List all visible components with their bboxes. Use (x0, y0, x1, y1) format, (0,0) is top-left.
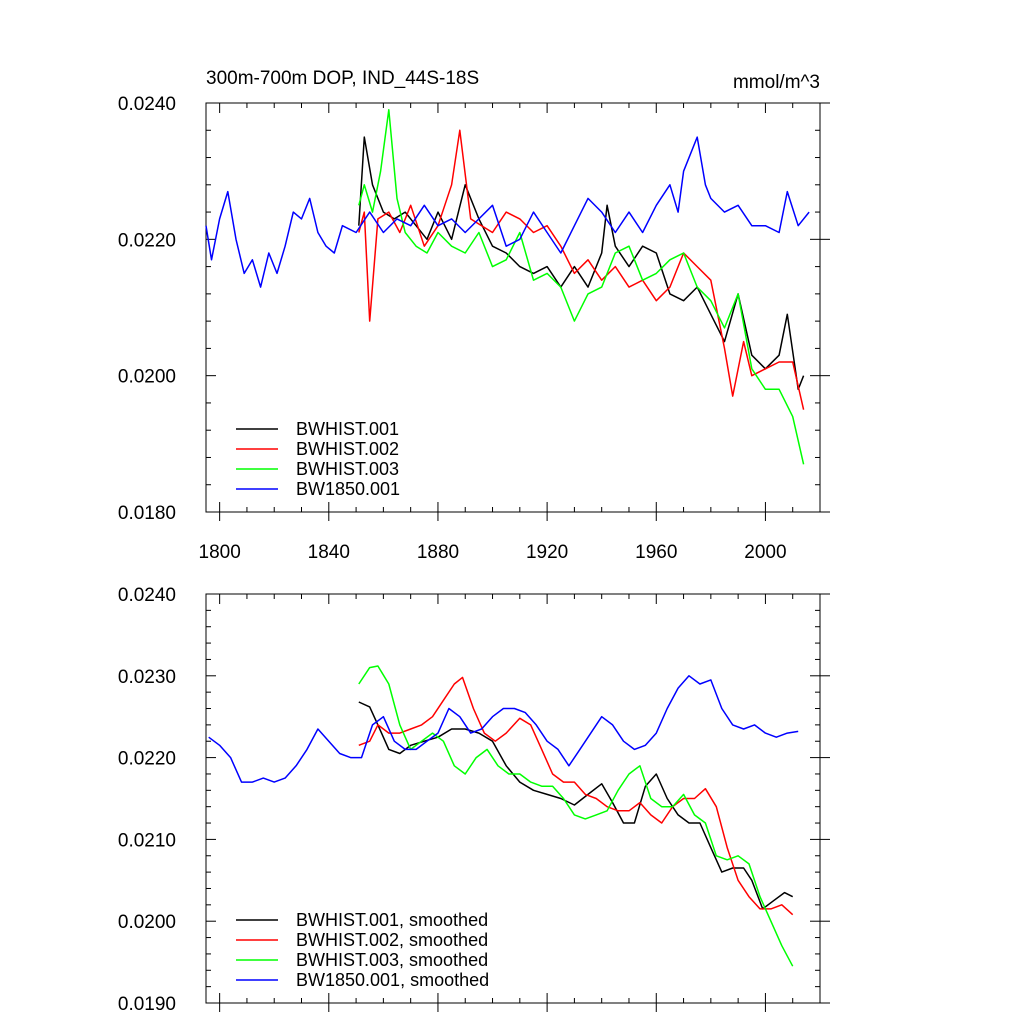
top-x-tick-label: 2000 (744, 542, 786, 563)
top-x-tick-label: 1800 (199, 542, 241, 563)
top-chart-units: mmol/m^3 (733, 72, 820, 93)
bottom-y-tick-label: 0.0240 (118, 585, 176, 606)
top-y-tick-label: 0.0240 (118, 94, 176, 115)
top-series-line-4 (205, 136, 810, 288)
top-series-line-3 (358, 109, 805, 465)
top-legend-label-1: BWHIST.001 (296, 419, 399, 439)
bottom-plot-frame (205, 593, 821, 1004)
top-chart-title: 300m-700m DOP, IND_44S-18S (206, 68, 479, 89)
bottom-series-line-2 (358, 676, 794, 916)
top-legend-label-3: BWHIST.003 (296, 459, 399, 479)
bottom-y-tick-label: 0.0200 (118, 912, 176, 933)
top-x-tick-label: 1880 (417, 542, 459, 563)
top-y-tick-label: 0.0180 (118, 503, 176, 524)
top-y-tick-label: 0.0200 (118, 367, 176, 388)
top-y-tick-label: 0.0220 (118, 230, 176, 251)
top-x-tick-label: 1840 (308, 542, 350, 563)
bottom-series-line-3 (358, 665, 794, 967)
top-legend-label-2: BWHIST.002 (296, 439, 399, 459)
bottom-legend-label-2: BWHIST.002, smoothed (296, 930, 488, 950)
top-legend-label-4: BW1850.001 (296, 479, 400, 499)
bottom-series-line-1 (358, 701, 794, 910)
bottom-chart-panel: 0.0190 0.0200 0.0210 0.0220 0.0230 0.0240 BWHI… (118, 585, 830, 1015)
bottom-legend-label-1: BWHIST.001, smoothed (296, 910, 488, 930)
top-x-tick-label: 1920 (526, 542, 568, 563)
top-series-line-2 (358, 129, 805, 410)
bottom-y-tick-label: 0.0190 (118, 994, 176, 1015)
top-x-tick-label: 1960 (635, 542, 677, 563)
bottom-series-line-4 (208, 675, 799, 783)
top-chart-panel: 1800 1840 1880 1920 1960 2000 0.0180 0.0200 0.02… (118, 94, 830, 563)
bottom-y-tick-label: 0.0220 (118, 749, 176, 770)
bottom-y-tick-label: 0.0230 (118, 667, 176, 688)
top-plot-frame (205, 102, 821, 513)
bottom-y-tick-label: 0.0210 (118, 830, 176, 851)
bottom-legend-label-3: BWHIST.003, smoothed (296, 950, 488, 970)
bottom-legend-label-4: BW1850.001, smoothed (296, 970, 489, 990)
